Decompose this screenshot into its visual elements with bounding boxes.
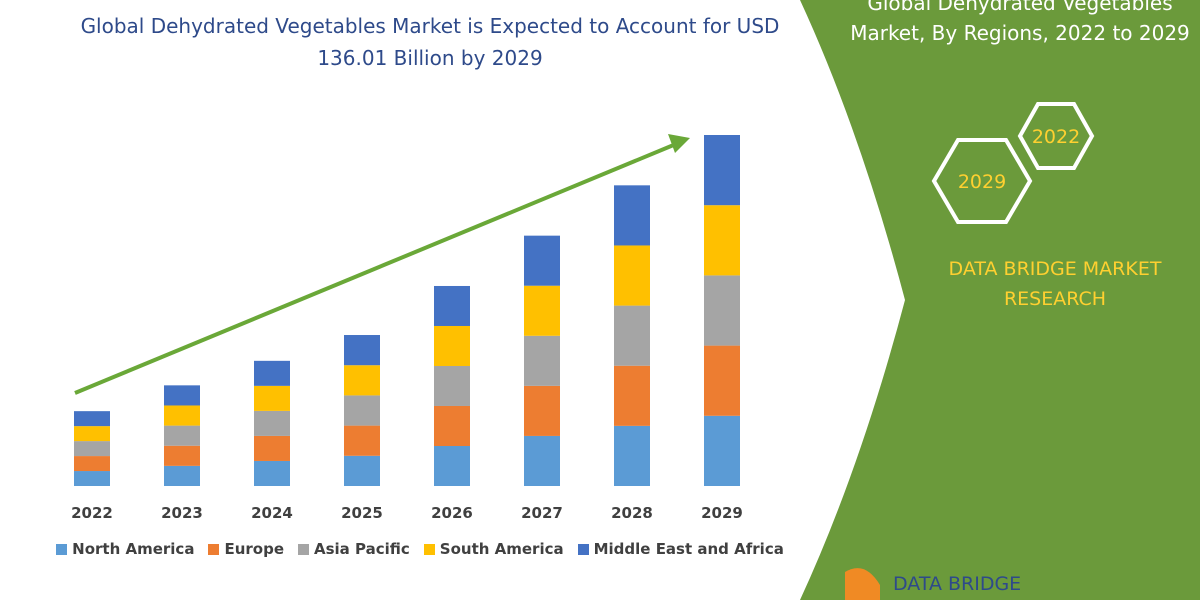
- bar-segment: [74, 426, 110, 442]
- legend-swatch: [423, 543, 435, 555]
- bar-segment: [254, 435, 290, 461]
- x-tick-label: 2028: [611, 504, 653, 522]
- bar-segment: [254, 360, 290, 386]
- bar-segment: [344, 425, 380, 456]
- bar-segment: [614, 365, 650, 426]
- brand: DATA BRIDGE MARKET RESEARCH: [948, 258, 1162, 310]
- legend: North America Europe Asia Pacific South Ame…: [40, 540, 800, 558]
- panel-title: Global Dehydrated Vegetables Market, By …: [850, 0, 1190, 45]
- bar-segment: [254, 410, 290, 436]
- bar-segment: [164, 445, 200, 466]
- x-tick-label: 2022: [71, 504, 113, 522]
- legend-label: Europe: [224, 540, 284, 558]
- bar-segment: [614, 305, 650, 366]
- x-tick-label: 2029: [701, 504, 743, 522]
- bar-segment: [74, 471, 110, 486]
- bar-segment: [524, 285, 560, 336]
- arrow-head: [668, 134, 690, 153]
- bar-segment: [254, 385, 290, 411]
- bar-segment: [434, 325, 470, 366]
- side-panel: [800, 0, 1200, 600]
- bar-segment: [614, 245, 650, 306]
- bar-segment: [74, 411, 110, 427]
- bar-segment: [614, 185, 650, 246]
- bar-segment: [704, 205, 740, 276]
- bar-segment: [344, 395, 380, 426]
- legend-swatch: [208, 543, 220, 555]
- x-tick-label: 2026: [431, 504, 473, 522]
- bar-segment: [434, 445, 470, 486]
- trend-arrow: [74, 142, 677, 395]
- legend-swatch: [577, 543, 589, 555]
- bar-segment: [704, 135, 740, 206]
- bar-segment: [704, 345, 740, 416]
- hexagon: [1017, 102, 1095, 170]
- plot: 2022 2023 2024 2025 2026 2027 2028 2029: [71, 135, 743, 522]
- legend-label: Asia Pacific: [314, 540, 410, 558]
- bar-segment: [344, 455, 380, 486]
- legend-item: Middle East and Africa: [577, 540, 784, 558]
- bar-segment: [254, 460, 290, 486]
- legend-item: Asia Pacific: [298, 540, 410, 558]
- chart-title: Global Dehydrated Vegetables Market is E…: [80, 14, 780, 70]
- bar-segment: [434, 365, 470, 406]
- bar-segment: [524, 335, 560, 386]
- bar-segment: [164, 385, 200, 406]
- legend-label: North America: [72, 540, 195, 558]
- legend-item: South America: [423, 540, 564, 558]
- bar-segment: [164, 425, 200, 446]
- bar-segment: [434, 285, 470, 326]
- legend-swatch: [56, 543, 68, 555]
- hexagon: [931, 138, 1033, 224]
- bar-segment: [74, 456, 110, 472]
- legend-item: North America: [56, 540, 194, 558]
- bar-segment: [704, 415, 740, 486]
- x-tick-label: 2023: [161, 504, 203, 522]
- badge: 2029: [958, 171, 1006, 193]
- x-tick-label: 2024: [251, 504, 293, 522]
- bar-segment: [524, 235, 560, 286]
- legend-label: Middle East and Africa: [593, 540, 784, 558]
- bar-segment: [344, 335, 380, 366]
- bar-segment: [434, 405, 470, 446]
- bar-segment: [524, 435, 560, 486]
- bar-segment: [164, 405, 200, 426]
- legend-item: Europe: [208, 540, 284, 558]
- badge: 2022: [1032, 126, 1080, 148]
- bar-segment: [164, 465, 200, 486]
- bar-segment: [74, 441, 110, 457]
- logo-mark: [845, 568, 880, 600]
- bar-segment: [704, 275, 740, 346]
- bar-segment: [614, 425, 650, 486]
- legend-label: South America: [439, 540, 564, 558]
- x-tick-label: 2027: [521, 504, 563, 522]
- bar-segment: [524, 385, 560, 436]
- x-tick-label: 2025: [341, 504, 383, 522]
- legend-swatch: [298, 543, 309, 555]
- logo-text: DATA BRIDGE: [893, 573, 1021, 595]
- bar-segment: [344, 365, 380, 396]
